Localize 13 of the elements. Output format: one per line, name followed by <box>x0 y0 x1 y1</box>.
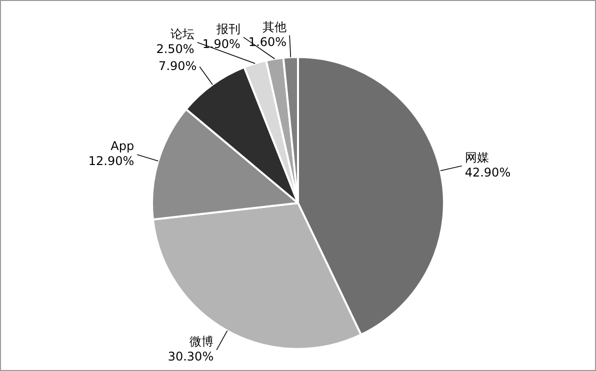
slice-label: 报刊 <box>215 22 240 36</box>
data-label: 7.90% <box>158 58 197 73</box>
data-label: 12.90% <box>88 154 134 168</box>
slice-label: App <box>110 139 134 154</box>
data-label: 1.60% <box>248 34 287 49</box>
data-label: 42.90% <box>464 165 511 180</box>
slice-label: 微博 <box>190 334 214 349</box>
data-label: 1.90% <box>202 36 240 51</box>
slice-label: 网媒 <box>464 150 489 164</box>
slice-label: 论坛 <box>170 27 194 42</box>
slice-label: 其他 <box>262 20 287 34</box>
data-label: 30.30% <box>168 350 214 364</box>
data-label: 2.50% <box>156 42 194 56</box>
